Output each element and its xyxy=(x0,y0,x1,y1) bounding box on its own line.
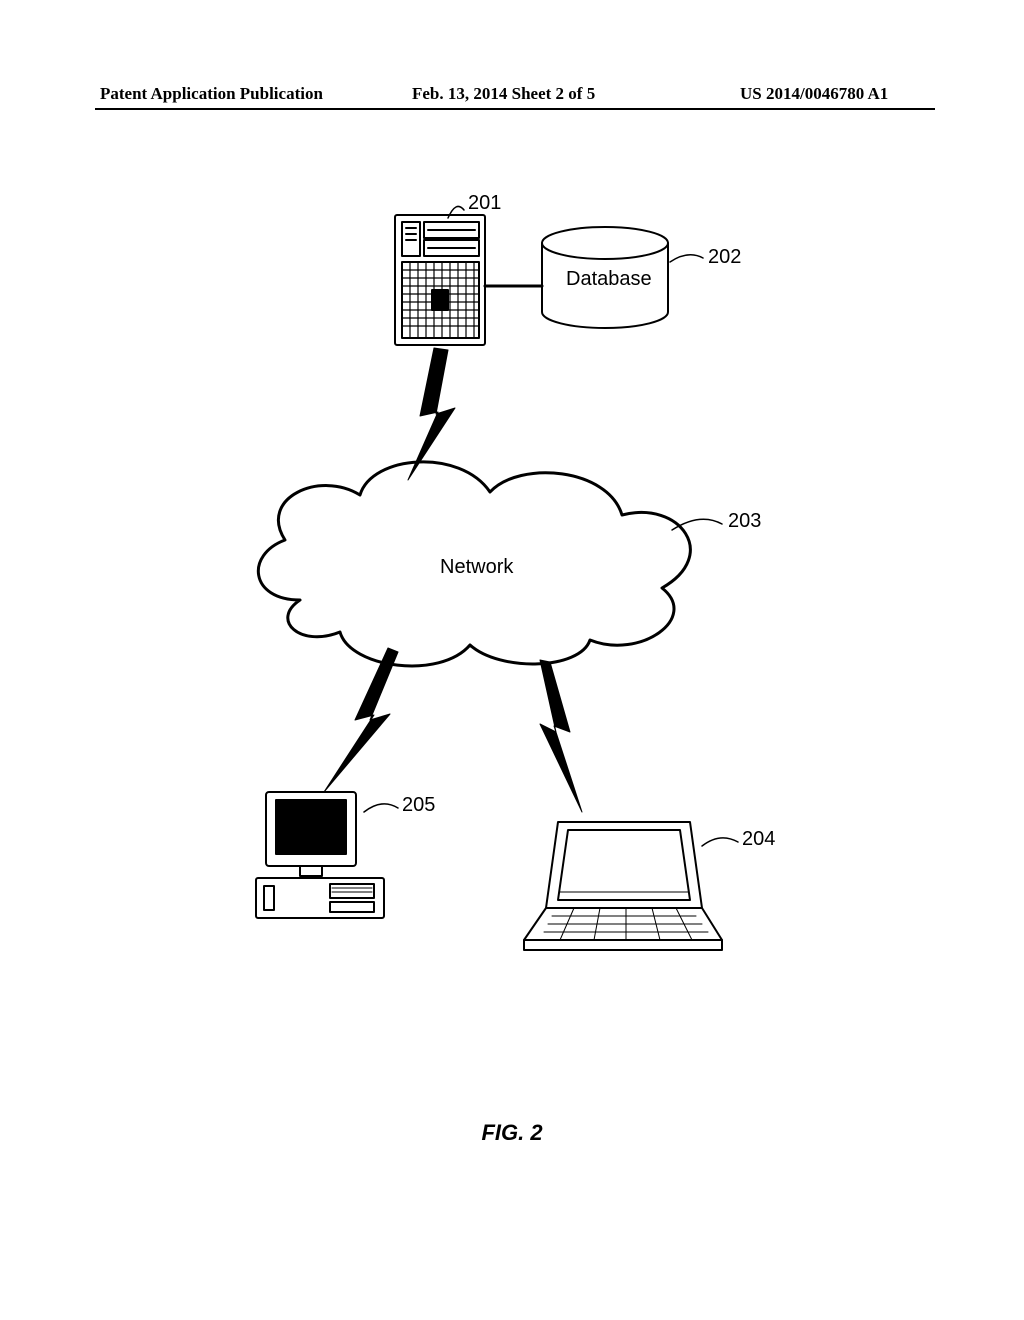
edge-cloud-laptop xyxy=(540,660,582,812)
edge-server-cloud xyxy=(408,348,455,480)
ref-204: 204 xyxy=(742,828,775,851)
database-label: Database xyxy=(566,268,652,291)
figure-caption: FIG. 2 xyxy=(0,1120,1024,1146)
leader-204 xyxy=(702,838,738,846)
server-icon xyxy=(395,215,485,345)
ref-202: 202 xyxy=(708,246,741,269)
network-label: Network xyxy=(440,556,513,579)
figure-2: Database Network 201 202 203 204 205 FIG… xyxy=(0,0,1024,1320)
laptop-icon xyxy=(524,822,722,950)
ref-205: 205 xyxy=(402,794,435,817)
leader-205 xyxy=(364,804,398,812)
ref-201: 201 xyxy=(468,192,501,215)
page: Patent Application Publication Feb. 13, … xyxy=(0,0,1024,1320)
edge-cloud-desktop xyxy=(324,648,398,792)
ref-203: 203 xyxy=(728,510,761,533)
leader-201 xyxy=(448,206,464,218)
leader-202 xyxy=(670,255,703,262)
